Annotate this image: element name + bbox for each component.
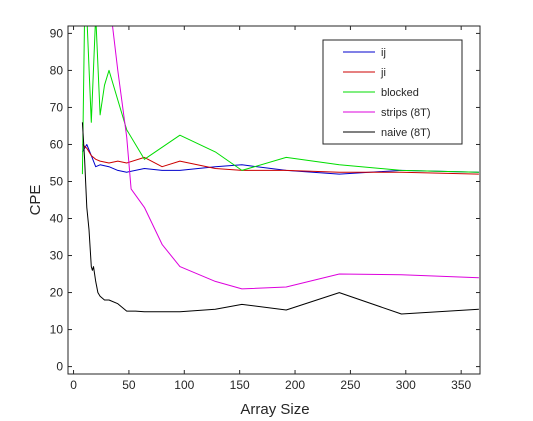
series-line-strips-8t: [112, 26, 479, 290]
series-line-ji: [82, 144, 479, 175]
y-tick-label: 70: [50, 100, 64, 114]
y-tick-label: 60: [50, 137, 64, 151]
legend-label: naive (8T): [381, 127, 431, 139]
x-axis-label: Array Size: [240, 401, 309, 418]
y-tick-label: 40: [50, 212, 64, 226]
y-tick-label: 20: [50, 286, 64, 300]
y-tick-label: 30: [50, 249, 64, 263]
legend-label: ij: [381, 47, 386, 59]
x-tick-label: 250: [340, 378, 360, 392]
y-tick-label: 50: [50, 174, 64, 188]
y-tick-label: 10: [50, 323, 64, 337]
legend: ij ji blocked strips (8T) naive (8T): [322, 39, 463, 145]
x-tick-label: 150: [230, 378, 250, 392]
series-line-naive-8t: [81, 122, 479, 315]
legend-label: strips (8T): [381, 107, 431, 119]
x-tick-label: 300: [396, 378, 416, 392]
x-tick-label: 50: [122, 378, 136, 392]
series-line-ij: [81, 144, 479, 175]
plot-frame: [67, 25, 481, 375]
x-tick-label: 0: [70, 378, 77, 392]
y-tick-label: 90: [50, 26, 64, 40]
series-line-blocked: [81, 26, 479, 175]
legend-label: ji: [380, 67, 386, 79]
series-layer: [81, 26, 479, 315]
y-axis-label: CPE: [27, 185, 44, 216]
x-tick-label: 350: [451, 378, 471, 392]
x-tick-label: 200: [285, 378, 305, 392]
legend-label: blocked: [381, 87, 419, 99]
y-tick-label: 80: [50, 63, 64, 77]
x-tick-label: 100: [174, 378, 194, 392]
y-tick-label: 0: [56, 360, 63, 374]
axes: 0 50 100 150 200 250 300 350 0 10 20 30 40 50 60 70 80 90: [50, 25, 481, 392]
